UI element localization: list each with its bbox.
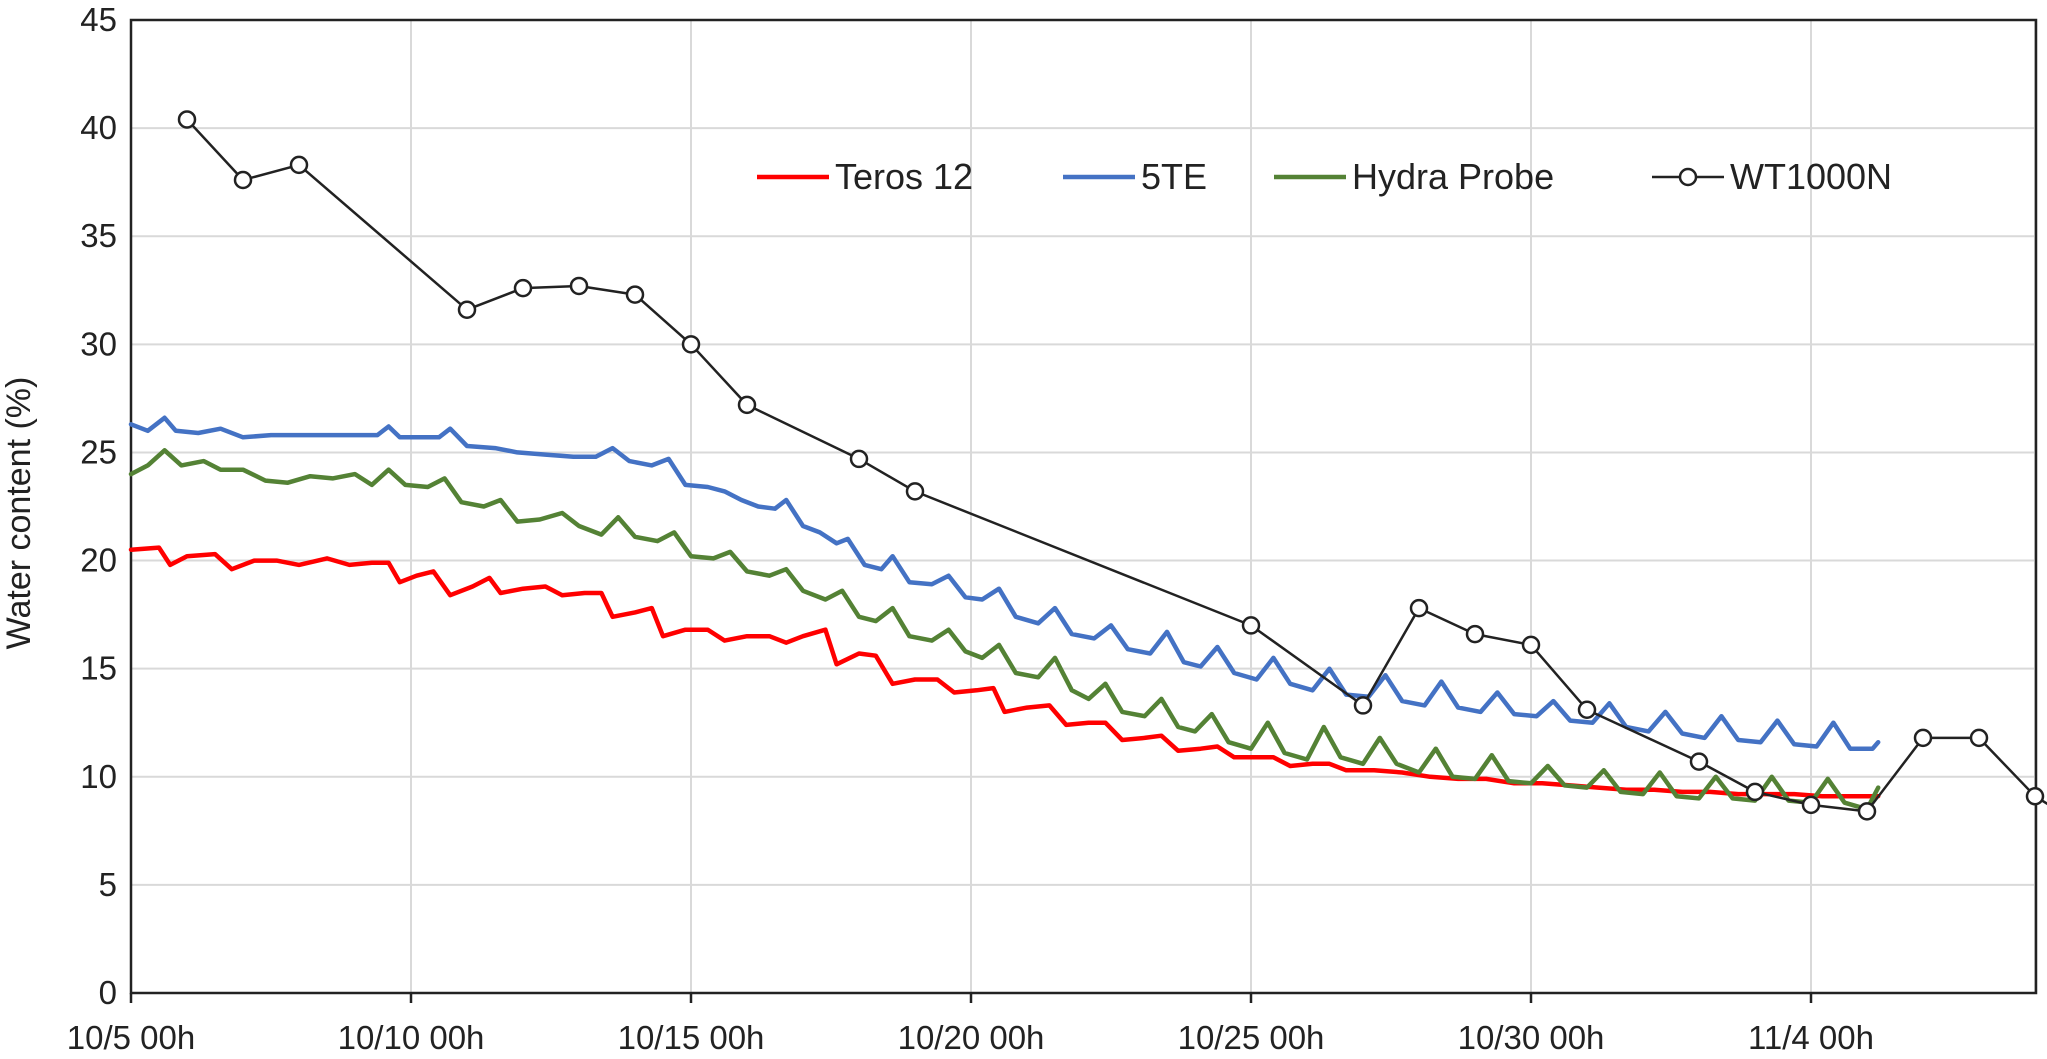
data-point	[625, 285, 645, 304]
y-tick-label: 35	[80, 217, 117, 254]
legend-label: Teros 12	[835, 156, 973, 197]
data-point	[233, 170, 253, 190]
data-point	[1465, 624, 1485, 644]
data-point	[513, 278, 533, 298]
data-point	[457, 300, 477, 319]
data-point	[681, 335, 701, 354]
x-tick-label: 10/10 00h	[338, 1019, 485, 1056]
data-point	[1577, 700, 1597, 719]
y-tick-label: 40	[80, 109, 117, 146]
data-point	[1745, 782, 1765, 802]
legend: Teros 12 5TE Hydra Probe WT1000N	[757, 156, 1892, 197]
data-point	[177, 110, 197, 129]
data-point	[737, 395, 757, 415]
legend-label: 5TE	[1141, 156, 1207, 197]
axis-layer: 0 5 10 15 20 25 30 35 40 45 10/5 00h 10/10 00h 10/15…	[67, 1, 2038, 1056]
x-tick-label: 11/4 00h	[1748, 1019, 1874, 1056]
data-point	[1409, 598, 1429, 618]
y-tick-label: 0	[99, 974, 117, 1011]
y-tick-label: 45	[80, 1, 117, 38]
series-layer	[128, 110, 2047, 821]
data-point	[2025, 786, 2045, 806]
x-tick-label: 10/5 00h	[67, 1019, 195, 1056]
series-line-hydra-probe	[128, 448, 1881, 812]
data-point	[289, 155, 309, 175]
data-point	[905, 482, 925, 501]
data-point	[569, 276, 589, 296]
x-tick-label: 10/15 00h	[618, 1019, 765, 1056]
data-point	[1353, 696, 1373, 715]
data-point	[1521, 635, 1541, 655]
legend-label: WT1000N	[1730, 156, 1892, 197]
grid-layer	[131, 19, 2036, 993]
plot-frame	[129, 18, 2038, 995]
series-line-wt1000n	[185, 118, 2047, 813]
x-tick-label: 10/30 00h	[1458, 1019, 1605, 1056]
data-point	[849, 449, 869, 469]
legend-marker	[1678, 167, 1698, 187]
data-point	[1801, 795, 1821, 815]
series-line-5te	[128, 415, 1881, 751]
y-tick-label: 30	[80, 325, 117, 362]
y-tick-label: 10	[80, 758, 117, 795]
data-point	[1913, 728, 1933, 748]
y-tick-label: 25	[80, 433, 117, 470]
y-tick-label: 15	[80, 650, 117, 687]
legend-label: Hydra Probe	[1352, 156, 1554, 197]
y-tick-label: 20	[80, 542, 117, 579]
x-tick-label: 10/25 00h	[1178, 1019, 1325, 1056]
data-point	[1969, 728, 1989, 748]
y-tick-label: 5	[99, 866, 117, 903]
data-point	[1241, 616, 1261, 635]
x-tick-label: 10/20 00h	[898, 1019, 1045, 1056]
series-line-teros-12	[128, 545, 1881, 799]
data-point	[1857, 802, 1877, 821]
data-point	[1689, 752, 1709, 771]
y-axis-title: Water content (%)	[0, 377, 38, 650]
